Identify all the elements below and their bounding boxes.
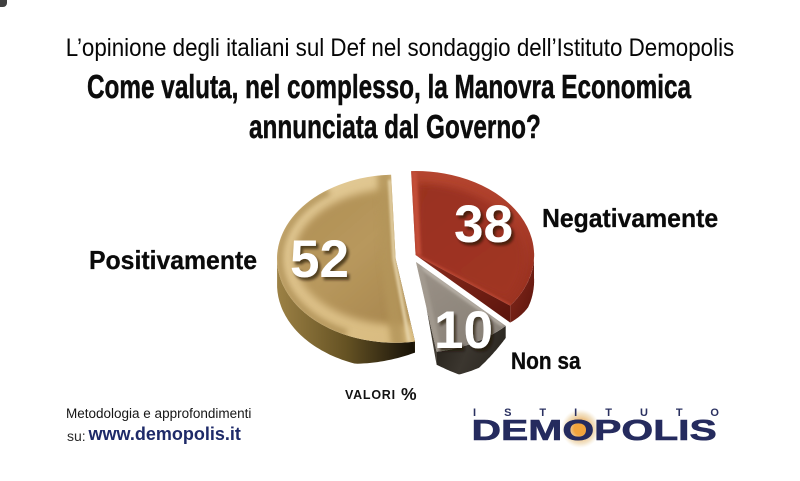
svg-text:38: 38 — [454, 195, 513, 254]
svg-text:52: 52 — [290, 230, 349, 289]
svg-text:DEMOPOLIS: DEMOPOLIS — [472, 414, 717, 447]
svg-text:10: 10 — [434, 301, 493, 360]
